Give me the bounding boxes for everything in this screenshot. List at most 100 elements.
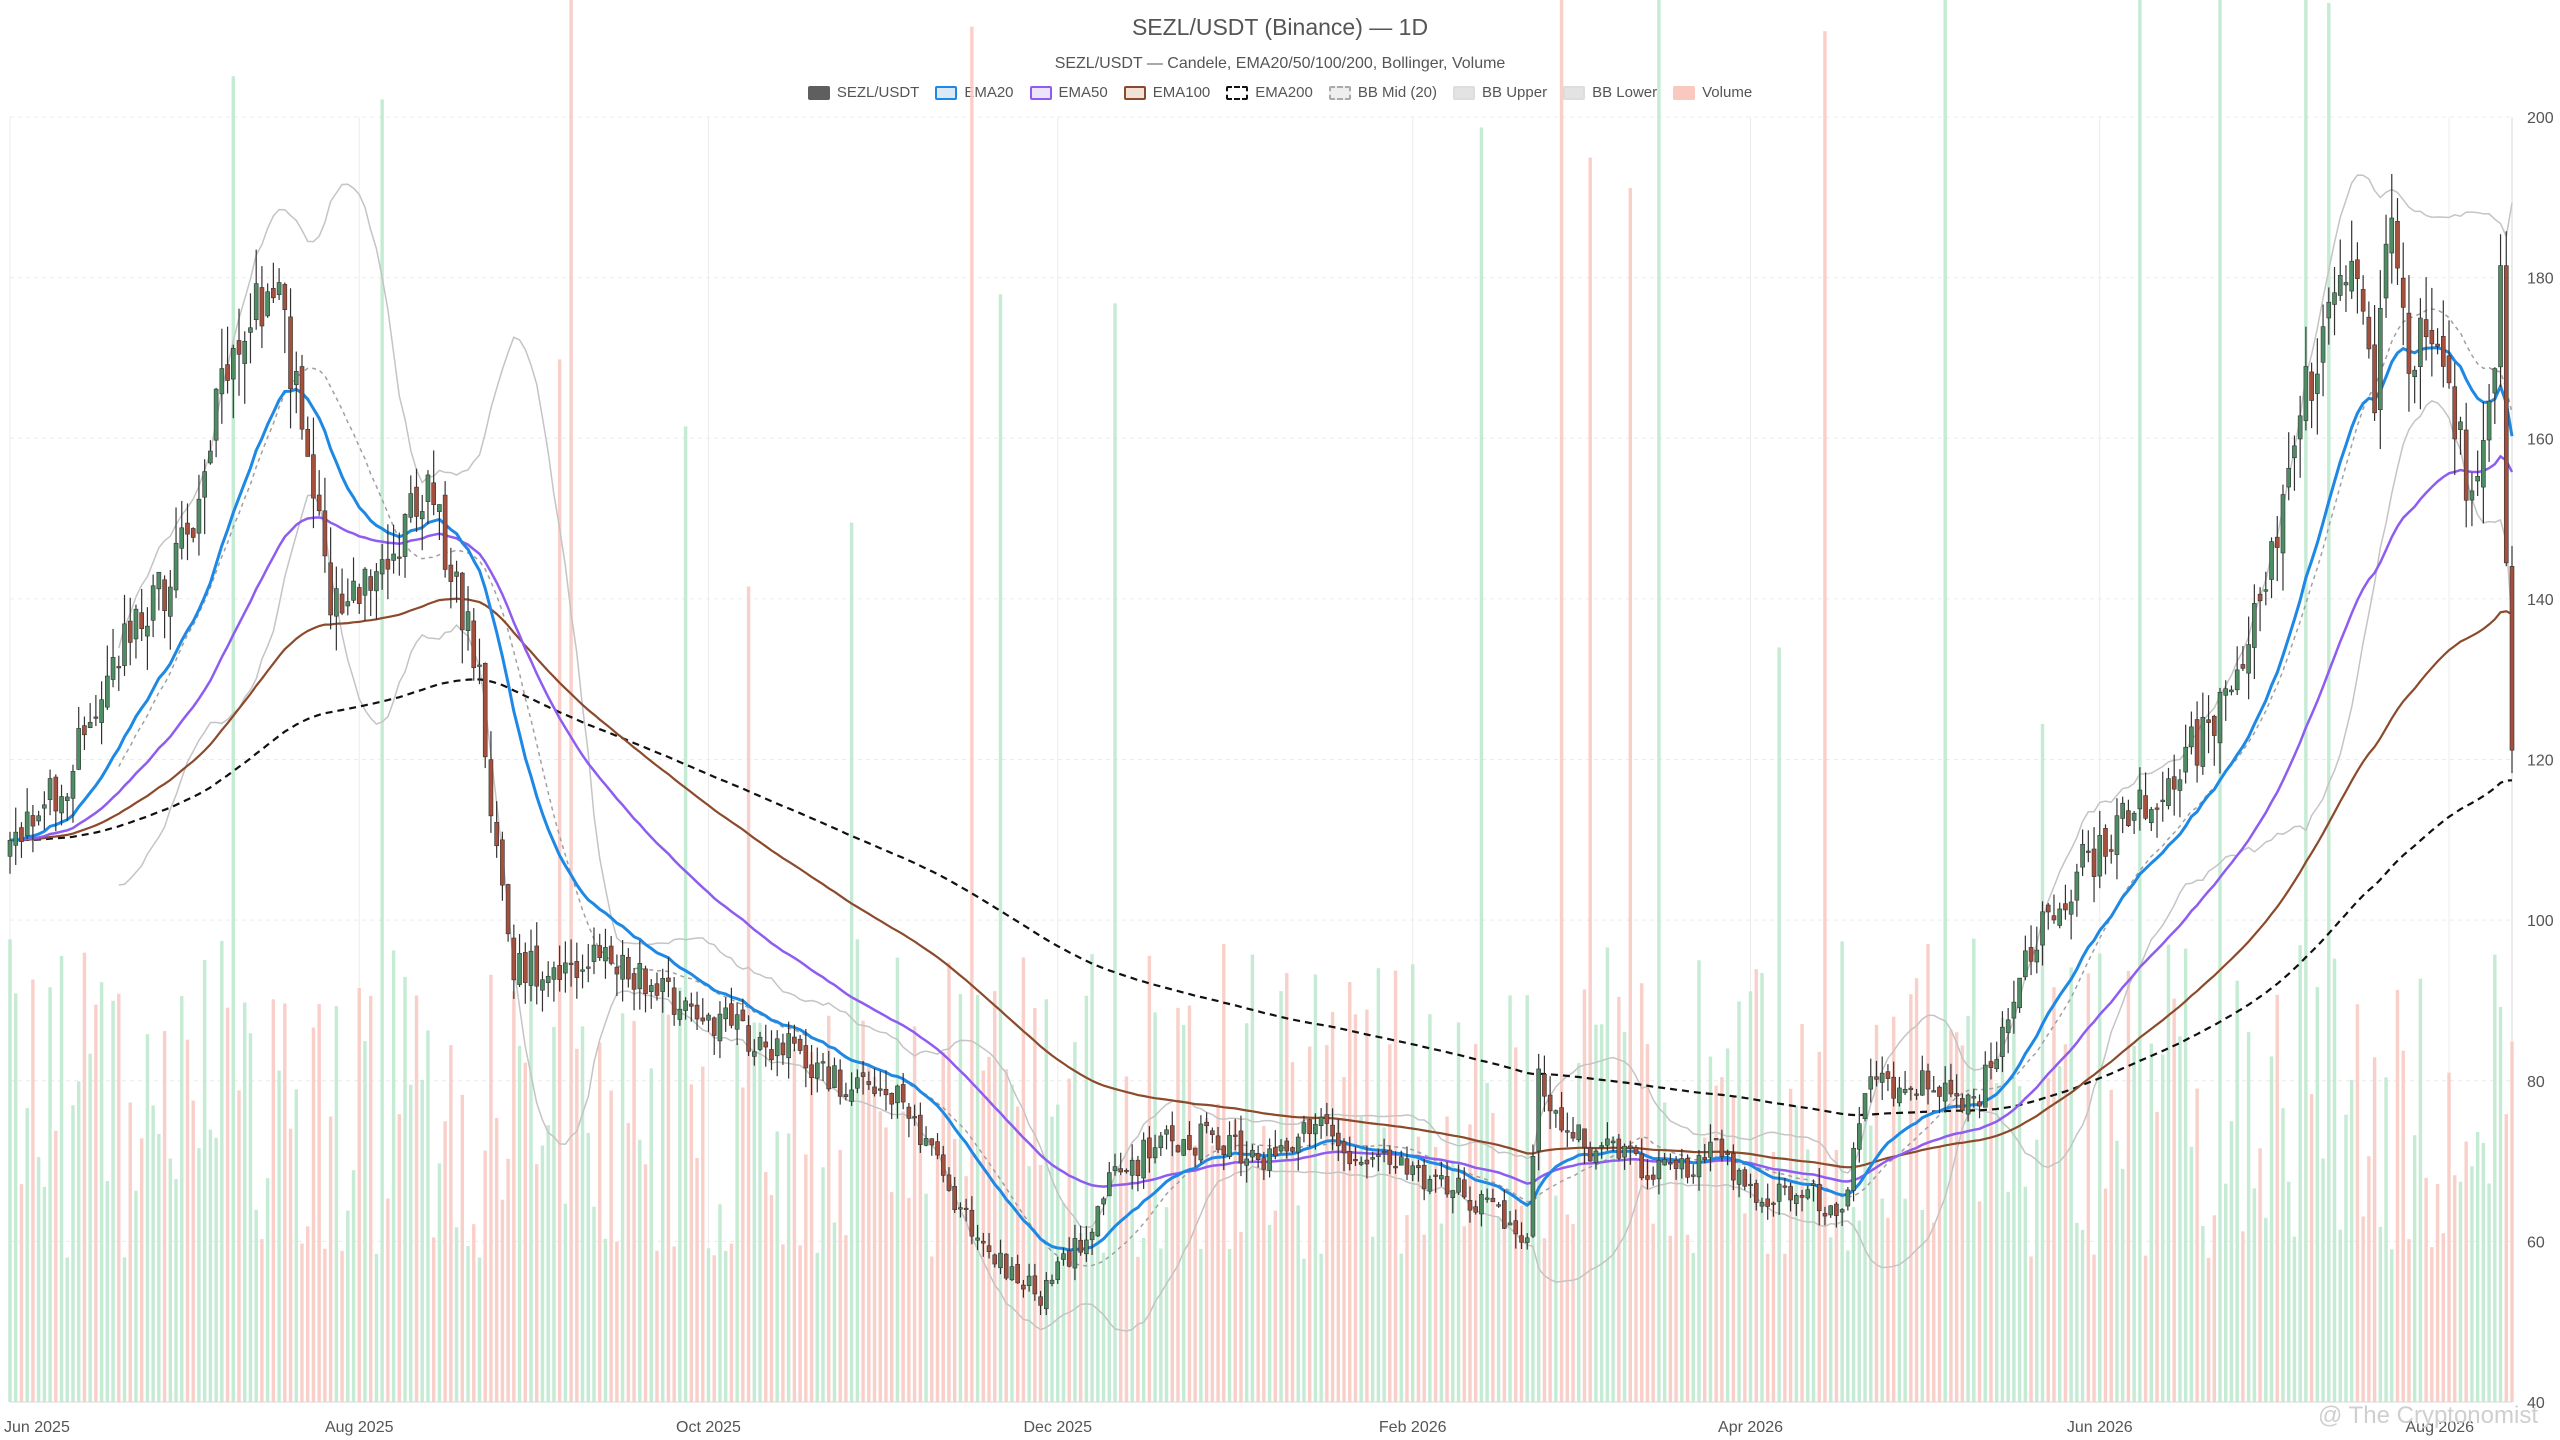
volume-bar (1279, 991, 1283, 1402)
candle-body (1021, 1284, 1026, 1290)
candle (1152, 1134, 1158, 1164)
candle-body (1398, 1156, 1404, 1166)
volume-bar (1262, 1125, 1266, 1402)
volume-bar (1056, 1104, 1060, 1402)
volume-bar (1708, 1056, 1713, 1402)
candle (1129, 1144, 1135, 1190)
volume-bar (1084, 995, 1089, 1402)
candle (2040, 901, 2045, 966)
legend-item[interactable]: EMA100 (1123, 84, 1210, 101)
volume-bar (1422, 1234, 1426, 1402)
volume-bar (2063, 1044, 2068, 1402)
volume-bar (1737, 1001, 1741, 1402)
candle-body (1736, 1169, 1742, 1185)
candle-body (1444, 1176, 1450, 1195)
candle (2326, 287, 2332, 345)
candle (1084, 1225, 1089, 1262)
legend-label: BB Upper (1482, 84, 1548, 101)
candle (2028, 925, 2034, 976)
candle-body (1152, 1147, 1158, 1159)
volume-bar (1090, 954, 1094, 1402)
candle-body (505, 884, 511, 935)
candle (1072, 1224, 1078, 1281)
candle-body (2263, 589, 2269, 592)
candle (832, 1057, 837, 1089)
volume-bar (924, 1193, 928, 1402)
volume-bar (1554, 1195, 1558, 1402)
volume-bar (958, 993, 963, 1402)
volume-bar (1244, 1023, 1249, 1402)
candle-body (1439, 1175, 1444, 1180)
candle-body (271, 288, 276, 299)
volume-bar (225, 1007, 230, 1402)
candle-body (282, 284, 288, 310)
candle-body (1387, 1149, 1393, 1165)
candle-body (1473, 1206, 1479, 1213)
volume-bar (1611, 1136, 1615, 1402)
candle (116, 655, 122, 691)
candle-body (1215, 1135, 1221, 1150)
candle-body (7, 839, 13, 857)
candle-body (648, 985, 654, 992)
candle (1502, 1189, 1507, 1230)
volume-bar (2069, 967, 2073, 1402)
legend-item[interactable]: Volume (1673, 84, 1752, 101)
volume-bar (1033, 1007, 1037, 1402)
candle-body (1879, 1072, 1885, 1083)
volume-bar (1662, 1102, 1667, 1402)
candle-body (563, 962, 568, 974)
candle (723, 997, 728, 1032)
candle-body (150, 585, 156, 621)
volume-bar (288, 1128, 293, 1402)
candle-body (528, 950, 534, 986)
bb-lower-line (118, 400, 2513, 1332)
volume-bar (1891, 1016, 1896, 1402)
candle-body (2309, 371, 2314, 401)
candle (2234, 646, 2240, 696)
candle (1679, 1148, 1685, 1179)
volume-bar (19, 1184, 24, 1402)
legend-item[interactable]: SEZL/USDT (807, 84, 919, 101)
x-tick-label: Dec 2025 (1023, 1419, 1092, 1436)
candle (1089, 1228, 1095, 1256)
candle (1101, 1196, 1106, 1216)
candle (2292, 435, 2297, 491)
volume-bar (1273, 1210, 1278, 1402)
candle-body (328, 562, 333, 616)
volume-bar (2304, 0, 2308, 1403)
candle (1788, 1182, 1793, 1212)
candle (866, 1071, 872, 1090)
volume-bar (2235, 980, 2239, 1402)
legend-item[interactable]: BB Upper (1453, 84, 1547, 101)
candle-body (2086, 850, 2091, 853)
volume-bar (1628, 187, 1633, 1403)
candle (345, 578, 351, 616)
candle (2223, 680, 2229, 721)
legend-item[interactable]: BB Mid (20) (1328, 84, 1437, 101)
volume-bar (941, 1051, 945, 1402)
legend-item[interactable]: BB Lower (1563, 84, 1657, 101)
volume-bar (2126, 970, 2131, 1402)
candle (2446, 320, 2452, 389)
candle-body (2498, 265, 2503, 368)
volume-bar (2498, 1006, 2503, 1402)
legend-item[interactable]: EMA200 (1226, 84, 1313, 101)
x-tick-label: Aug 2025 (325, 1419, 394, 1436)
volume-bar (1353, 1014, 1358, 1402)
candle (1353, 1146, 1358, 1166)
legend-item[interactable]: EMA20 (935, 84, 1014, 101)
candle-body (242, 340, 248, 364)
volume-bar (443, 1121, 447, 1402)
candle-body (1542, 1073, 1547, 1097)
volume-bar (1388, 1044, 1392, 1402)
legend-item[interactable]: EMA50 (1029, 84, 1108, 101)
candle-body (2475, 476, 2480, 482)
candle-body (2280, 494, 2286, 554)
candle (2280, 484, 2286, 591)
candle (2246, 616, 2251, 700)
candle-body (2206, 719, 2211, 723)
candle (2274, 516, 2280, 582)
volume-bar (2012, 1012, 2016, 1402)
candle (2263, 571, 2269, 606)
candle-body (356, 587, 362, 604)
